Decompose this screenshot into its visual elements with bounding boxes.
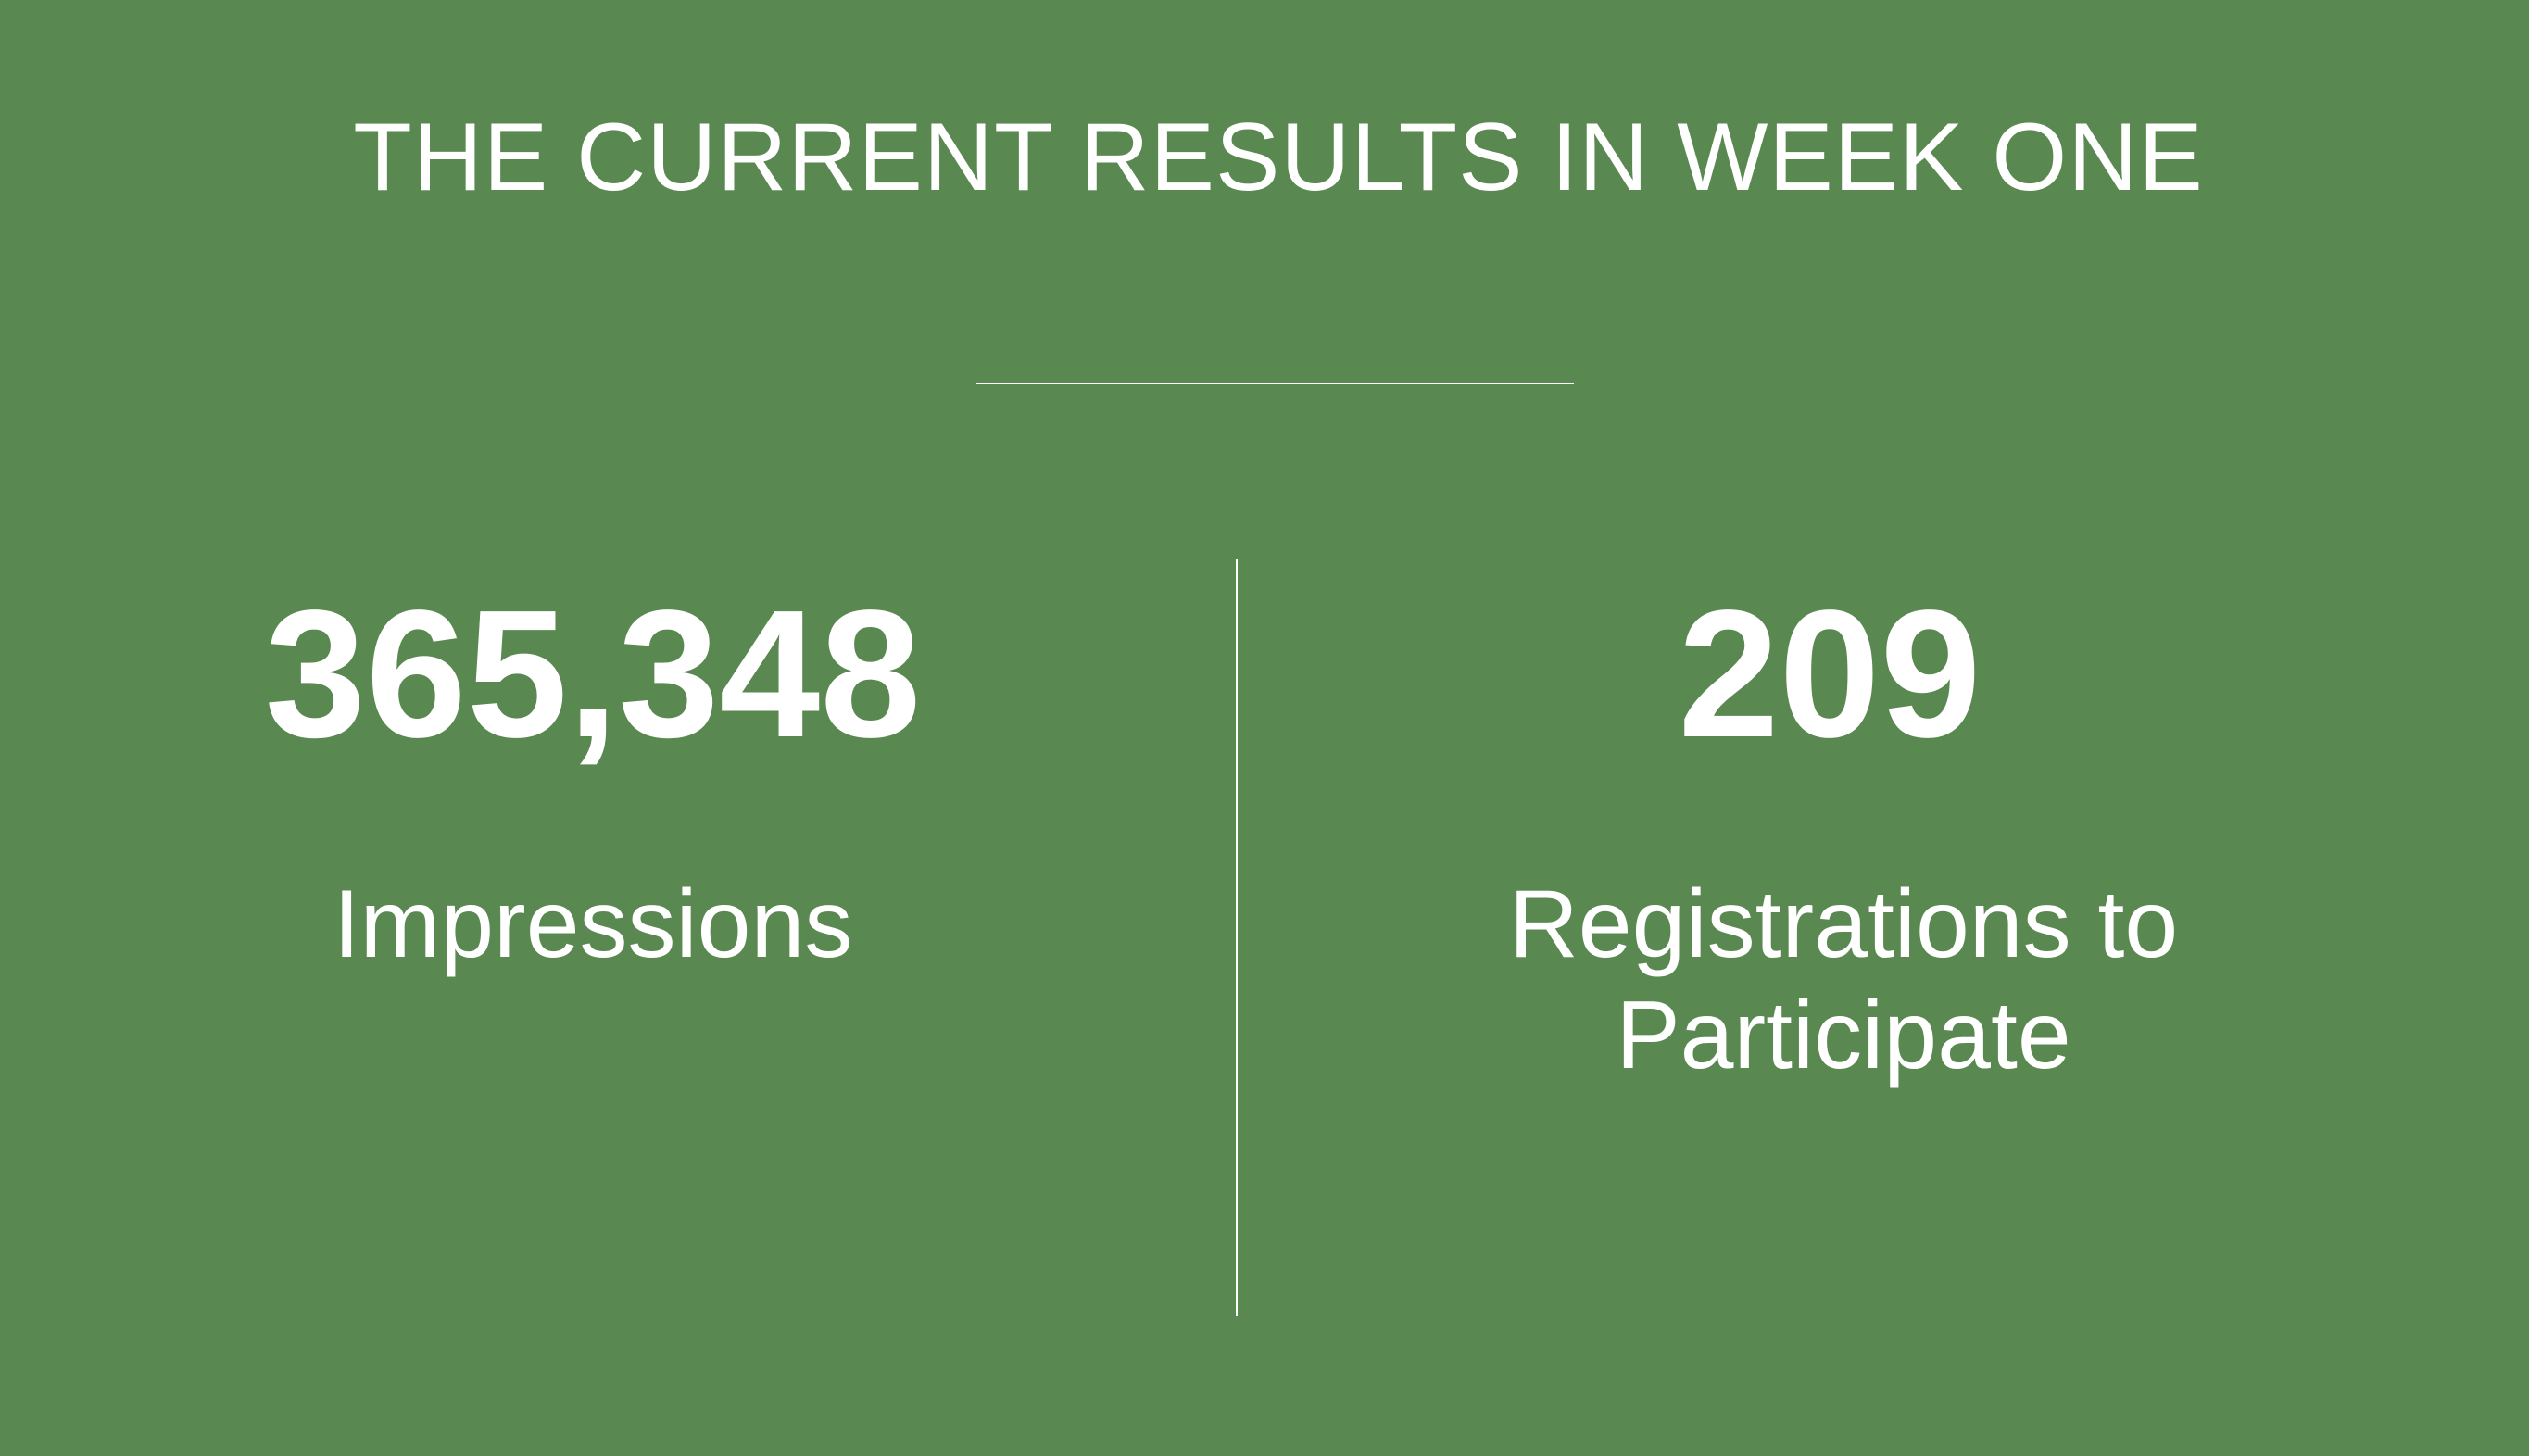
vertical-divider	[1236, 559, 1238, 1316]
registrations-label: Registrations to Participate	[1508, 871, 2179, 1089]
impressions-value: 365,348	[264, 572, 922, 775]
slide-title: THE CURRENT RESULTS IN WEEK ONE	[353, 104, 2204, 211]
impressions-label: Impressions	[333, 871, 853, 978]
title-underline	[976, 383, 1574, 384]
registrations-value: 209	[1678, 572, 1982, 775]
